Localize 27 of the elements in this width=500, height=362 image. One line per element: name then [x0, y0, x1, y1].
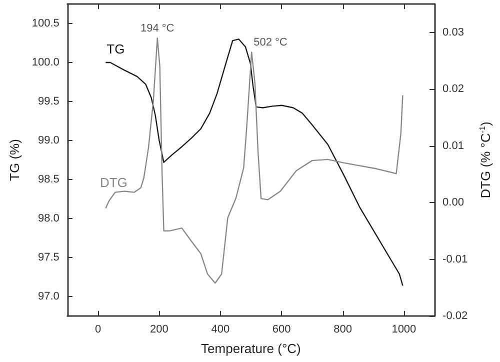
y2-tick-label: 0.00 — [442, 196, 464, 209]
y2-tick-label: 0.01 — [442, 140, 464, 152]
y-tick-label: 98.5 — [38, 174, 60, 186]
y2-tick-label: -0.02 — [442, 310, 468, 322]
annotation: 194 °C — [140, 22, 174, 35]
x-tick-label: 800 — [334, 324, 352, 336]
series-label: DTG — [100, 175, 128, 190]
x-tick-label: 1000 — [392, 324, 416, 336]
y2-tick-label: -0.01 — [442, 253, 468, 266]
y-tick-label: 97.0 — [38, 290, 60, 302]
y-tick-label: 97.5 — [38, 252, 60, 264]
x-tick-label: 200 — [150, 324, 168, 336]
y-tick-label: 99.0 — [38, 134, 60, 146]
annotation: 502 °C — [254, 36, 288, 49]
x-tick-label: 0 — [94, 324, 102, 336]
y2-axis-title: DTG (% °C-1) — [478, 122, 493, 198]
y-tick-label: 100.0 — [32, 56, 60, 68]
x-tick-label: 600 — [272, 324, 291, 336]
y-tick-label: 99.5 — [38, 96, 60, 108]
series-label: TG — [106, 42, 125, 56]
y-tick-label: 100.5 — [32, 18, 60, 30]
x-axis-title: Temperature (°C) — [201, 341, 301, 356]
y2-tick-label: 0.02 — [442, 83, 464, 96]
y-axis-title: TG (%) — [7, 139, 22, 181]
y2-tick-label: 0.03 — [442, 26, 464, 38]
y-tick-label: 98.0 — [38, 212, 60, 224]
x-tick-label: 400 — [211, 324, 230, 336]
